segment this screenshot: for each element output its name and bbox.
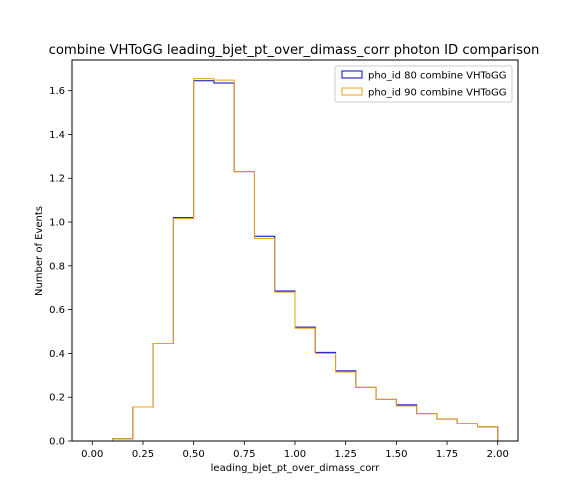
y-axis-label: Number of Events [34,206,45,296]
x-tick-label: 0.00 [81,449,103,460]
x-tick-label: 0.25 [132,449,154,460]
x-tick-label: 1.25 [335,449,357,460]
x-axis-label: leading_bjet_pt_over_dimass_corr [211,463,381,474]
legend-swatch-1 [341,70,363,79]
plot-area [72,60,518,441]
y-tick-label: 0.8 [49,261,65,272]
y-tick-label: 0.0 [49,437,65,448]
x-tick-label: 0.50 [183,449,205,460]
y-tick-label: 0.6 [49,305,65,316]
legend-label-1: pho_id 80 combine VHToGG [368,71,507,82]
y-tick-label: 1.6 [49,86,65,97]
x-tick-label: 2.00 [487,449,509,460]
y-axis-ticks: 0.0 0.2 0.4 0.6 0.8 1.0 1.2 1.4 1.6 [49,86,72,448]
x-tick-label: 1.75 [436,449,458,460]
histogram-series-2 [92,78,499,442]
y-tick-label: 1.0 [49,218,65,229]
x-tick-label: 1.00 [284,449,306,460]
chart-title: combine VHToGG leading_bjet_pt_over_dima… [49,43,540,58]
x-tick-label: 1.50 [385,449,407,460]
y-tick-label: 0.2 [49,393,65,404]
legend-label-2: pho_id 90 combine VHToGG [368,88,507,99]
x-tick-label: 0.75 [233,449,255,460]
legend-swatch-2 [341,87,363,96]
x-axis-ticks: 0.00 0.25 0.50 0.75 1.00 1.25 1.50 1.75 2.00 [81,441,509,460]
y-tick-label: 0.4 [49,349,65,360]
legend-box [334,65,513,103]
legend: pho_id 80 combine VHToGG pho_id 90 combin… [334,65,513,103]
y-tick-label: 1.2 [49,174,65,185]
series-layer [92,78,499,442]
y-tick-label: 1.4 [49,130,65,141]
plot-frame [71,59,519,442]
